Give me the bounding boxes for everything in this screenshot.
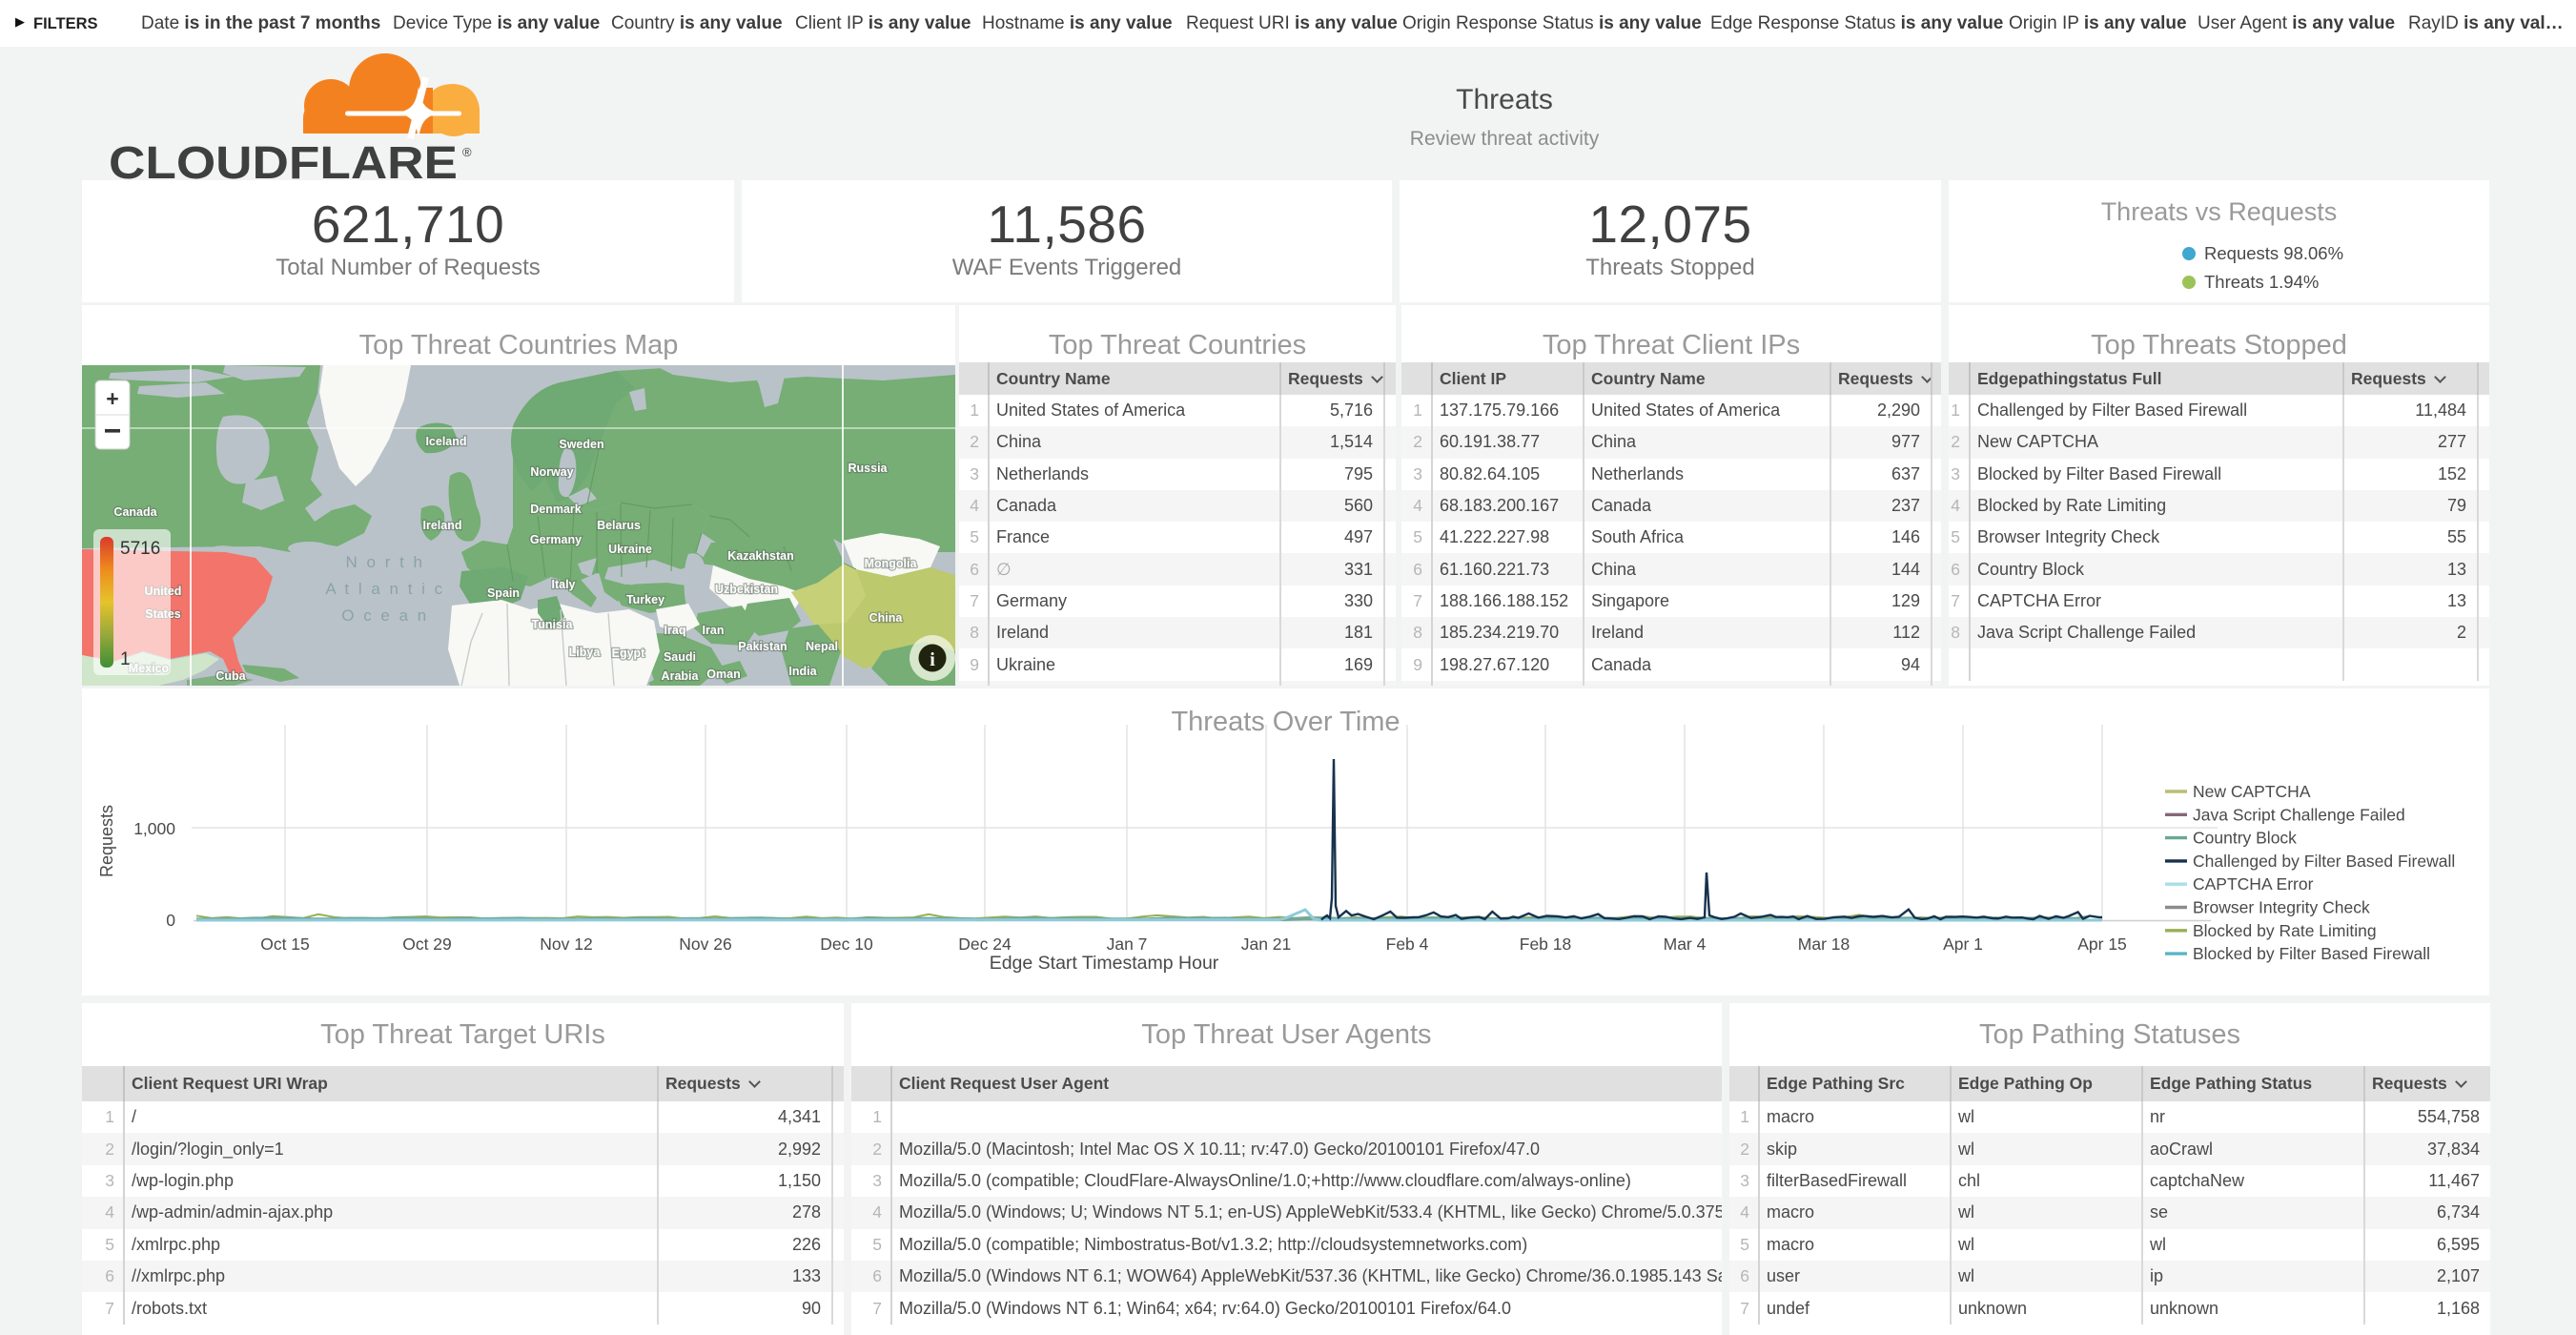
- svg-text:Libya: Libya: [569, 646, 602, 659]
- svg-text:Ireland: Ireland: [423, 519, 462, 532]
- svg-text:®: ®: [462, 145, 472, 159]
- svg-text:Country Block: Country Block: [2193, 829, 2297, 848]
- svg-text:Turkey: Turkey: [626, 593, 664, 606]
- svg-text:Edge Start Timestamp Hour: Edge Start Timestamp Hour: [990, 953, 1219, 974]
- svg-text:Nov 12: Nov 12: [540, 934, 592, 954]
- svg-text:Norway: Norway: [530, 465, 573, 479]
- svg-text:Uzbekistan: Uzbekistan: [715, 583, 778, 596]
- svg-text:Denmark: Denmark: [530, 503, 582, 516]
- svg-text:Mar 4: Mar 4: [1664, 934, 1707, 954]
- svg-text:Feb 18: Feb 18: [1520, 934, 1571, 954]
- svg-text:1: 1: [120, 649, 131, 669]
- svg-text:China: China: [869, 611, 904, 625]
- svg-text:Tunisia: Tunisia: [532, 618, 574, 631]
- svg-text:Jan 7: Jan 7: [1107, 934, 1148, 954]
- svg-text:Arabia: Arabia: [662, 669, 700, 683]
- svg-text:Oct 29: Oct 29: [402, 934, 452, 954]
- svg-text:Italy: Italy: [551, 578, 575, 591]
- svg-text:Oman: Oman: [706, 668, 740, 681]
- svg-text:Canada: Canada: [113, 505, 157, 519]
- svg-text:Belarus: Belarus: [597, 519, 641, 532]
- svg-text:Oct 15: Oct 15: [260, 934, 310, 954]
- svg-text:Kazakhstan: Kazakhstan: [727, 549, 793, 563]
- svg-text:A t l a n t i c: A t l a n t i c: [325, 580, 444, 598]
- svg-text:Germany: Germany: [530, 533, 582, 546]
- svg-text:Saudi: Saudi: [664, 650, 696, 664]
- svg-text:Pakistan: Pakistan: [738, 640, 787, 653]
- svg-text:5716: 5716: [120, 539, 160, 559]
- svg-text:Nepal: Nepal: [806, 640, 838, 653]
- svg-text:Sweden: Sweden: [559, 438, 603, 451]
- svg-text:Browser Integrity Check: Browser Integrity Check: [2193, 898, 2370, 917]
- svg-text:Jan 21: Jan 21: [1241, 934, 1292, 954]
- svg-text:Egypt: Egypt: [612, 647, 646, 660]
- svg-text:Blocked by Filter Based Firewa: Blocked by Filter Based Firewall: [2193, 944, 2430, 963]
- svg-text:India: India: [788, 665, 817, 678]
- svg-text:Requests: Requests: [97, 805, 116, 877]
- svg-text:Iraq: Iraq: [664, 624, 686, 637]
- svg-text:Blocked by Rate Limiting: Blocked by Rate Limiting: [2193, 921, 2377, 940]
- svg-text:Ukraine: Ukraine: [608, 543, 652, 556]
- svg-text:Cuba: Cuba: [215, 669, 246, 683]
- svg-text:CAPTCHA Error: CAPTCHA Error: [2193, 874, 2314, 893]
- svg-text:Dec 24: Dec 24: [958, 934, 1012, 954]
- svg-text:0: 0: [166, 911, 175, 930]
- svg-text:1,000: 1,000: [133, 819, 175, 838]
- svg-text:Iceland: Iceland: [425, 435, 466, 448]
- svg-text:Mongolia: Mongolia: [865, 557, 918, 570]
- svg-text:O c e a n: O c e a n: [341, 606, 428, 625]
- svg-text:Iran: Iran: [703, 624, 725, 637]
- svg-text:New CAPTCHA: New CAPTCHA: [2193, 782, 2311, 801]
- svg-text:N o r t h: N o r t h: [346, 553, 425, 571]
- svg-text:Mar 18: Mar 18: [1798, 934, 1850, 954]
- svg-text:Russia: Russia: [848, 462, 889, 475]
- svg-text:Java Script Challenge Failed: Java Script Challenge Failed: [2193, 805, 2405, 824]
- svg-text:Nov 26: Nov 26: [679, 934, 731, 954]
- svg-text:Challenged by Filter Based Fir: Challenged by Filter Based Firewall: [2193, 852, 2455, 871]
- svg-text:Apr 1: Apr 1: [1943, 934, 1983, 954]
- svg-text:Feb 4: Feb 4: [1386, 934, 1429, 954]
- svg-text:Spain: Spain: [487, 586, 520, 600]
- svg-text:Apr 15: Apr 15: [2077, 934, 2127, 954]
- svg-text:+: +: [106, 386, 118, 411]
- svg-text:i: i: [930, 649, 935, 670]
- svg-text:Dec 10: Dec 10: [820, 934, 873, 954]
